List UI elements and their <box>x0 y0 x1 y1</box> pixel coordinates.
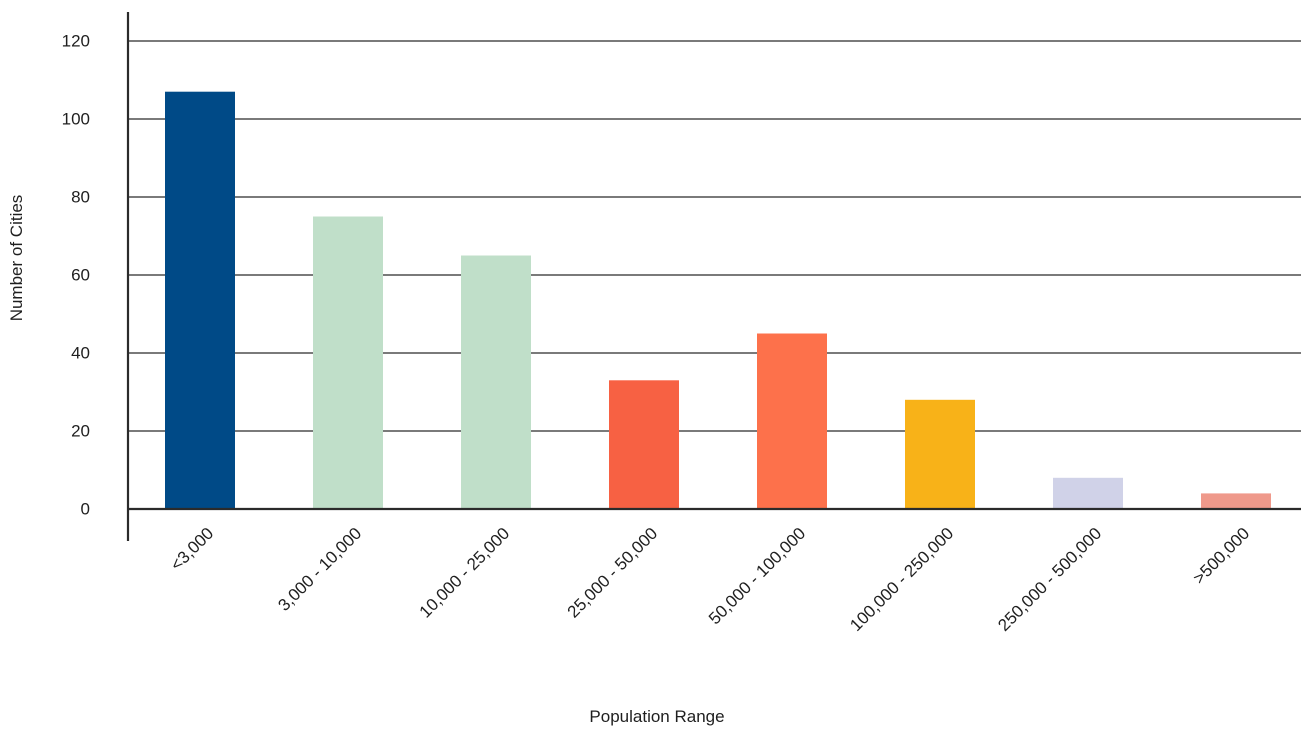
y-tick-label: 40 <box>71 343 90 362</box>
y-tick-label: 60 <box>71 265 90 284</box>
bar <box>609 380 679 509</box>
x-tick-label: 3,000 - 10,000 <box>274 524 365 615</box>
bar <box>461 255 531 509</box>
x-tick-labels: <3,000 3,000 - 10,000 10,000 - 25,000 25,00… <box>167 524 1254 635</box>
bar <box>165 91 235 509</box>
bar <box>905 399 975 509</box>
x-tick-label: 10,000 - 25,000 <box>416 524 514 622</box>
y-tick-label: 0 <box>81 499 90 518</box>
x-tick-label: 25,000 - 50,000 <box>564 524 662 622</box>
x-tick-label: 100,000 - 250,000 <box>846 524 957 635</box>
bar <box>1053 477 1123 509</box>
bar <box>1201 493 1271 509</box>
y-tick-label: 80 <box>71 187 90 206</box>
y-tick-label: 120 <box>62 31 90 50</box>
y-tick-labels: 0 20 40 60 80 100 120 <box>62 31 90 518</box>
bars <box>165 91 1271 509</box>
bar <box>757 333 827 509</box>
x-tick-label: 50,000 - 100,000 <box>705 524 809 628</box>
axes <box>126 12 1301 541</box>
gridlines <box>128 40 1301 432</box>
y-tick-label: 20 <box>71 421 90 440</box>
y-tick-label: 100 <box>62 109 90 128</box>
x-tick-label: 250,000 - 500,000 <box>994 524 1105 635</box>
y-axis-title: Number of Cities <box>7 195 26 322</box>
x-tick-label: >500,000 <box>1189 524 1253 588</box>
x-axis-title: Population Range <box>589 707 724 726</box>
bar <box>313 216 383 509</box>
x-tick-label: <3,000 <box>167 524 218 575</box>
